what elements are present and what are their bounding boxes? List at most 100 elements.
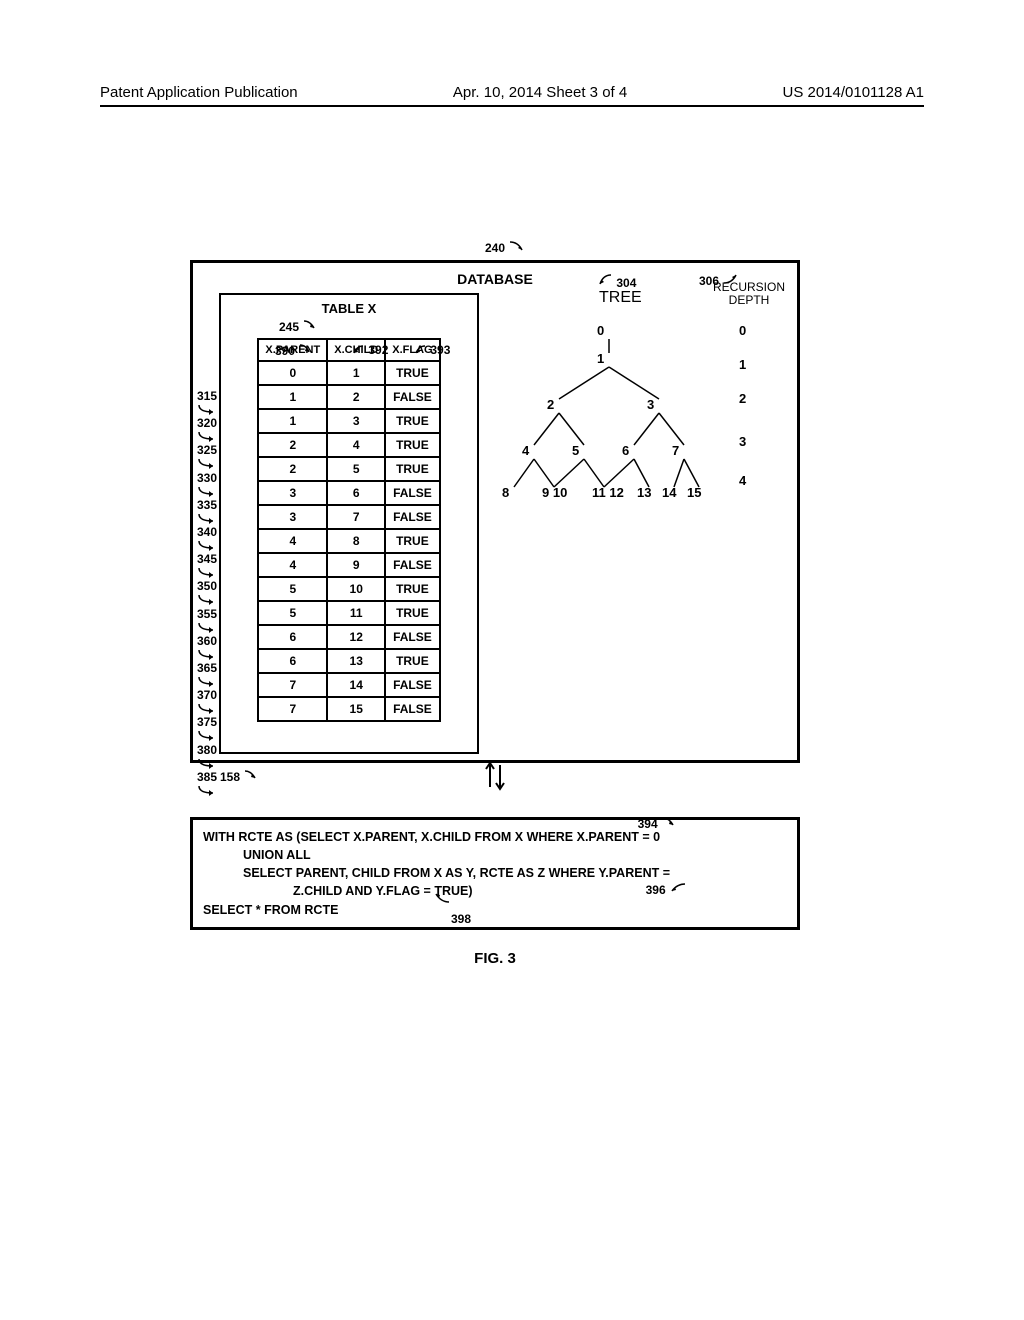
row-ref-callout: 335 [183,498,217,527]
table-cell: TRUE [385,529,439,553]
callout-tree-ref: 304 [597,273,636,290]
table-cell: 1 [258,409,327,433]
table-row: 01TRUE [258,361,439,385]
table-row: 613TRUE [258,649,439,673]
header-left: Patent Application Publication [100,84,298,101]
table-cell: 5 [327,457,385,481]
header-right: US 2014/0101128 A1 [782,84,924,101]
table-cell: 6 [258,649,327,673]
figure-container: 240 DATABASE 245 TABLE X 390 [190,260,800,967]
table-cell: 15 [327,697,385,721]
table-cell: TRUE [385,577,439,601]
table-row: 511TRUE [258,601,439,625]
depth-column: 0 1 2 3 4 [739,323,746,507]
table-cell: 10 [327,577,385,601]
table-row: 13TRUE [258,409,439,433]
depth-value: 0 [739,323,746,338]
table-cell: 6 [258,625,327,649]
figure-caption: FIG. 3 [190,950,800,967]
table-row: 12FALSE [258,385,439,409]
table-row: 715FALSE [258,697,439,721]
table-cell: TRUE [385,361,439,385]
callout-col0: 390 [275,343,312,358]
tree-node: 2 [547,397,554,412]
tree-node: 9 10 [542,485,567,500]
table-cell: TRUE [385,457,439,481]
callout-col2: 393 [413,343,450,357]
callout-394: 394 [638,816,677,833]
table-cell: 4 [327,433,385,457]
tree-node: 1 [597,351,604,366]
table-cell: 7 [327,505,385,529]
table-x-box: TABLE X 390 392 393 [219,293,479,754]
table-cell: 7 [258,673,327,697]
tree-node: 11 12 [592,485,624,500]
row-ref-callout: 350 [183,579,217,608]
callout-sql-ref: 158 [220,769,259,784]
row-ref-callout: 330 [183,471,217,500]
table-cell: 0 [258,361,327,385]
table-cell: 5 [258,601,327,625]
table-cell: FALSE [385,505,439,529]
tree-node: 15 [687,485,701,500]
tree-node: 7 [672,443,679,458]
sql-line-5: SELECT * FROM RCTE [203,901,787,919]
table-cell: TRUE [385,601,439,625]
table-cell: 2 [258,457,327,481]
table-cell: 2 [327,385,385,409]
table-cell: TRUE [385,409,439,433]
table-title: TABLE X [227,301,471,316]
tree-node: 0 [597,323,604,338]
table-row: 510TRUE [258,577,439,601]
table-row: 49FALSE [258,553,439,577]
tree-node: 14 [662,485,676,500]
table-cell: FALSE [385,553,439,577]
depth-value: 4 [739,473,746,488]
table-cell: 1 [327,361,385,385]
table-cell: FALSE [385,625,439,649]
tree-node: 4 [522,443,529,458]
table-cell: 4 [258,529,327,553]
table-row: 25TRUE [258,457,439,481]
tree-node: 3 [647,397,654,412]
row-ref-callout: 320 [183,416,217,445]
row-ref-callout: 345 [183,552,217,581]
callout-396: 396 [646,882,687,899]
table-cell: 2 [258,433,327,457]
table-cell: 9 [327,553,385,577]
row-ref-callout: 340 [183,525,217,554]
table-cell: 5 [258,577,327,601]
table-row: 48TRUE [258,529,439,553]
row-ref-callout: 370 [183,688,217,717]
table-row: 37FALSE [258,505,439,529]
table-cell: 7 [258,697,327,721]
depth-value: 1 [739,357,746,372]
bidirectional-arrow-icon [480,759,510,793]
row-ref-callout: 375 [183,715,217,744]
tree-diagram: 0123456789 1011 12131415 01234 [489,293,769,553]
tree-node: 5 [572,443,579,458]
row-ref-callout: 360 [183,634,217,663]
table-cell: 13 [327,649,385,673]
table-row: 24TRUE [258,433,439,457]
table-row: 36FALSE [258,481,439,505]
page-header: Patent Application Publication Apr. 10, … [100,84,924,107]
depth-value: 3 [739,434,746,449]
row-ref-callout: 355 [183,607,217,636]
callout-db-ref: 240 [485,240,526,255]
row-ref-callout: 365 [183,661,217,690]
table-cell: 6 [327,481,385,505]
table-cell: 3 [258,505,327,529]
depth-value: 2 [739,391,746,406]
data-table: X.PARENT X.CHILD X.FLAG 01TRUE12FALSE13T… [257,338,440,722]
table-cell: FALSE [385,697,439,721]
table-cell: 11 [327,601,385,625]
sql-line-3: SELECT PARENT, CHILD FROM X AS Y, RCTE A… [203,864,787,882]
table-cell: FALSE [385,385,439,409]
table-cell: 3 [327,409,385,433]
table-cell: 1 [258,385,327,409]
table-cell: 3 [258,481,327,505]
table-cell: FALSE [385,673,439,697]
table-cell: 12 [327,625,385,649]
table-cell: 14 [327,673,385,697]
